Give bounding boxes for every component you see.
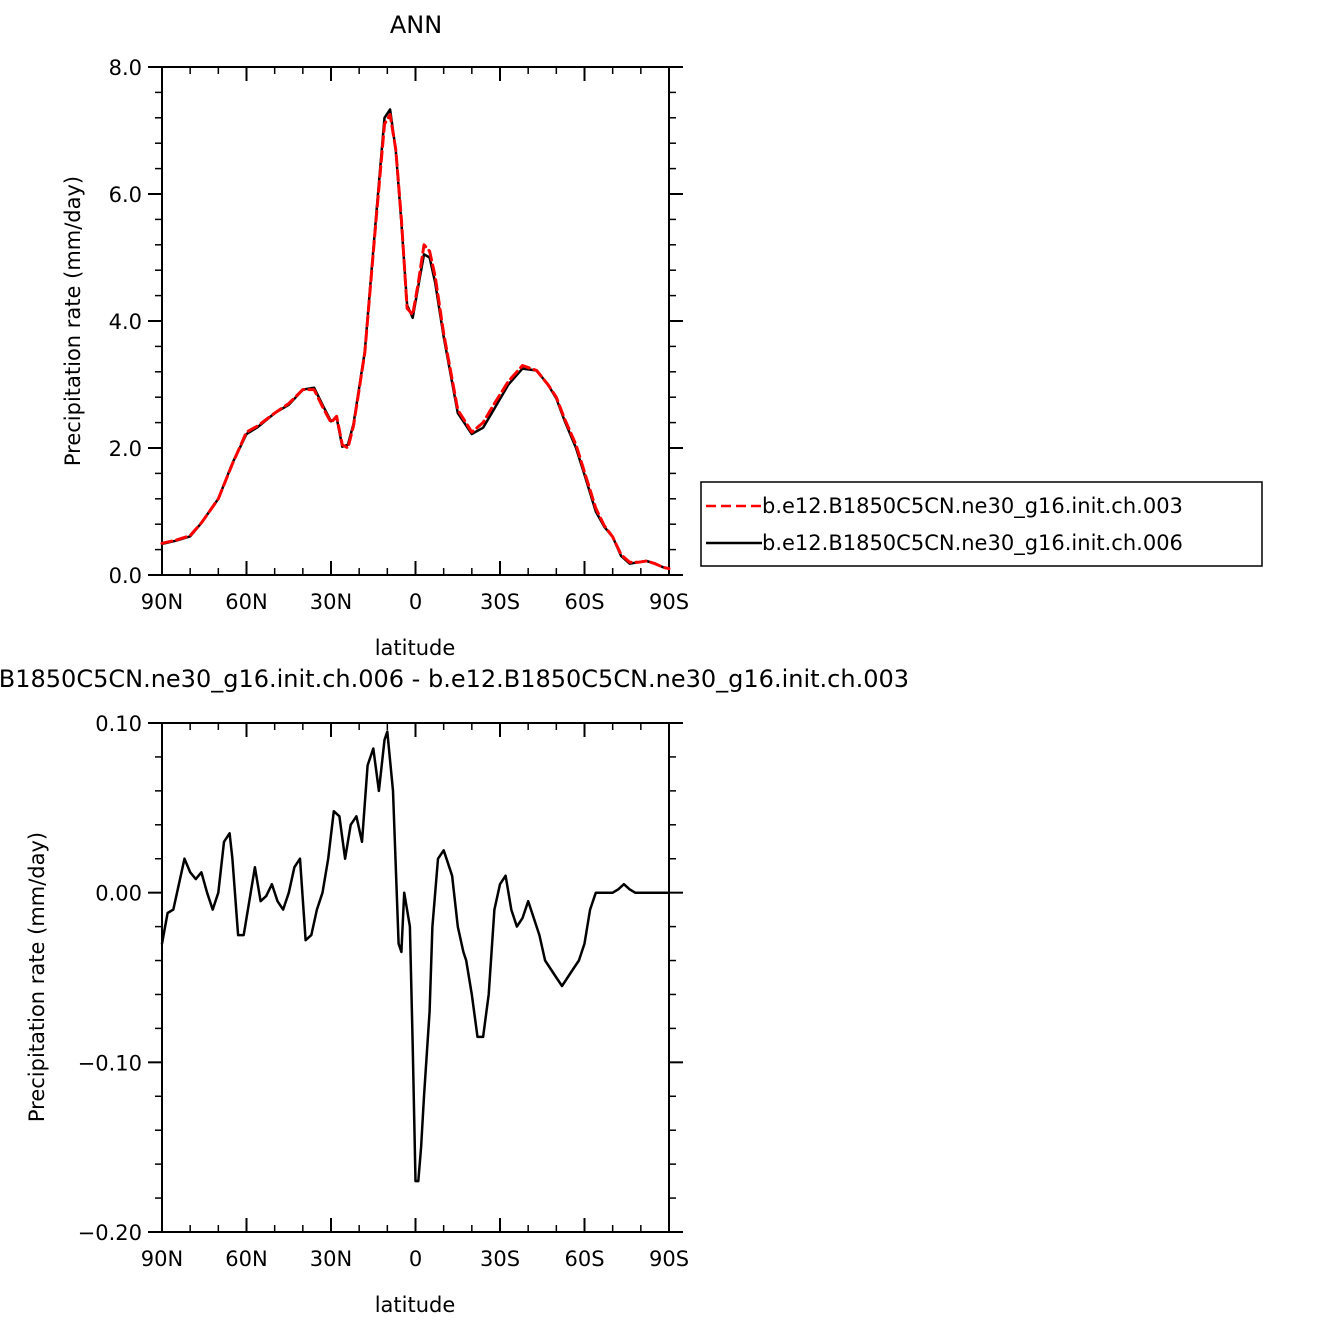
bottom-x-tick-labels: 90N 60N 30N 0 30S 60S 90S bbox=[141, 1247, 689, 1271]
bottom-x-axis-label: latitude bbox=[375, 1293, 456, 1317]
legend-label-series-003: b.e12.B1850C5CN.ne30_g16.init.ch.003 bbox=[762, 494, 1183, 519]
legend-box bbox=[700, 481, 1263, 567]
top-y-tick-label: 4.0 bbox=[109, 310, 142, 334]
top-x-tick-label: 30N bbox=[310, 590, 352, 614]
legend-label-series-006: b.e12.B1850C5CN.ne30_g16.init.ch.006 bbox=[762, 531, 1183, 556]
bottom-ticks bbox=[148, 722, 683, 1233]
bottom-x-tick-label: 60N bbox=[225, 1247, 267, 1271]
top-y-tick-label: 2.0 bbox=[109, 437, 142, 461]
top-x-tick-label: 60N bbox=[225, 590, 267, 614]
top-y-axis-label: Precipitation rate (mm/day) bbox=[61, 176, 85, 466]
top-y-tick-label: 0.0 bbox=[109, 564, 142, 588]
bottom-y-tick-label: −0.10 bbox=[78, 1051, 142, 1075]
top-panel: ANN 0.02.04.06.08.0 90N 60N 30N 0 30S 60S 90S … bbox=[61, 11, 1263, 660]
legend: b.e12.B1850C5CN.ne30_g16.init.ch.003 b.e… bbox=[700, 481, 1263, 567]
top-y-tick-labels: 0.0 2.0 4.0 6.0 8.0 bbox=[109, 56, 142, 588]
bottom-y-tick-labels: −0.20 −0.10 0.00 0.10 bbox=[78, 712, 142, 1245]
bottom-panel: b.e12.B1850C5CN.ne30_g16.init.ch.006 - b… bbox=[0, 665, 909, 1317]
bottom-chart-title: b.e12.B1850C5CN.ne30_g16.init.ch.006 - b… bbox=[0, 665, 909, 693]
bottom-y-tick-label: 0.10 bbox=[95, 712, 142, 736]
top-x-tick-label: 90N bbox=[141, 590, 183, 614]
top-series-lines bbox=[160, 108, 671, 571]
top-y-tick-label: 8.0 bbox=[109, 56, 142, 80]
top-x-axis-label: latitude bbox=[375, 636, 456, 660]
top-x-tick-label: 30S bbox=[480, 590, 520, 614]
top-series-line-red-dashed bbox=[160, 113, 671, 571]
top-y-tick-label: 6.0 bbox=[109, 183, 142, 207]
top-x-tick-labels: 90N 60N 30N 0 30S 60S 90S bbox=[141, 590, 689, 614]
bottom-x-tick-label: 30N bbox=[310, 1247, 352, 1271]
bottom-x-tick-label: 0 bbox=[409, 1247, 422, 1271]
top-ticks bbox=[148, 66, 683, 576]
bottom-x-tick-label: 60S bbox=[564, 1247, 604, 1271]
bottom-y-axis-label: Precipitation rate (mm/day) bbox=[25, 832, 49, 1122]
top-x-tick-label: 60S bbox=[564, 590, 604, 614]
bottom-x-tick-label: 90S bbox=[649, 1247, 689, 1271]
top-x-tick-label: 90S bbox=[649, 590, 689, 614]
top-x-tick-label: 0 bbox=[409, 590, 422, 614]
bottom-series-line-black-solid bbox=[160, 730, 671, 1183]
bottom-y-tick-label: 0.00 bbox=[95, 882, 142, 906]
top-chart-title: ANN bbox=[390, 11, 442, 39]
bottom-x-tick-label: 90N bbox=[141, 1247, 183, 1271]
bottom-series-lines bbox=[160, 730, 671, 1183]
bottom-x-tick-label: 30S bbox=[480, 1247, 520, 1271]
bottom-y-tick-label: −0.20 bbox=[78, 1221, 142, 1245]
